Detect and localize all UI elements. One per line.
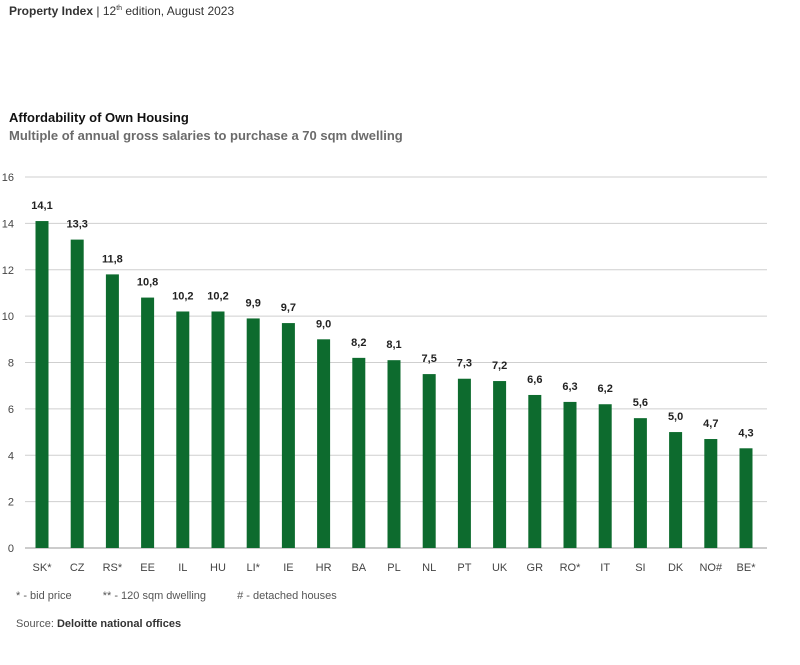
- x-tick-label-14: GR: [527, 562, 544, 574]
- chart-title: Affordability of Own Housing: [9, 110, 189, 125]
- bar-9: [352, 357, 366, 548]
- x-tick-label-20: BE*: [737, 562, 757, 574]
- x-tick-label-17: SI: [635, 562, 645, 574]
- value-label-8: 9,0: [316, 318, 331, 330]
- y-axis: 0 2 4 6 8 10 12 14 16: [2, 172, 14, 555]
- bar-1: [70, 239, 84, 548]
- x-tick-label-7: IE: [283, 562, 293, 574]
- y-tick-label: 4: [8, 450, 14, 462]
- x-tick-label-18: DK: [668, 562, 684, 574]
- bar-0: [35, 221, 49, 548]
- bar-11: [422, 374, 436, 548]
- bar-18: [669, 432, 683, 548]
- y-tick-label: 12: [2, 265, 14, 277]
- value-label-18: 5,0: [668, 411, 683, 423]
- bar-5: [211, 311, 225, 548]
- x-tick-label-4: IL: [178, 562, 187, 574]
- publication-name: Property Index: [9, 4, 94, 18]
- value-label-13: 7,2: [492, 360, 507, 372]
- bars: [35, 221, 753, 548]
- header-separator: |: [96, 4, 100, 18]
- x-tick-label-10: PL: [387, 562, 400, 574]
- x-tick-label-1: CZ: [70, 562, 85, 574]
- bar-4: [176, 311, 190, 548]
- value-label-11: 7,5: [422, 353, 437, 365]
- bar-20: [739, 448, 753, 548]
- value-label-20: 4,3: [738, 427, 753, 439]
- bar-17: [633, 418, 647, 548]
- x-tick-label-2: RS*: [103, 562, 123, 574]
- value-label-3: 10,8: [137, 277, 158, 289]
- edition-suffix: th: [116, 5, 123, 12]
- x-tick-label-3: EE: [140, 562, 155, 574]
- edition-number: 12: [102, 4, 117, 18]
- bar-2: [105, 274, 119, 548]
- x-tick-label-6: LI*: [246, 562, 260, 574]
- value-label-2: 11,8: [102, 253, 123, 265]
- y-tick-label: 16: [2, 172, 14, 184]
- value-label-12: 7,3: [457, 358, 472, 370]
- value-label-5: 10,2: [207, 290, 228, 302]
- value-label-15: 6,3: [562, 381, 577, 393]
- footnote-bid-price: * - bid price: [16, 590, 72, 602]
- source-value: Deloitte national offices: [56, 618, 182, 630]
- chart-subtitle: Multiple of annual gross salaries to pur…: [9, 128, 403, 143]
- bar-6: [246, 318, 260, 548]
- value-label-6: 9,9: [246, 297, 261, 309]
- bar-12: [457, 378, 471, 548]
- value-label-19: 4,7: [703, 418, 718, 430]
- x-tick-label-9: BA: [351, 562, 366, 574]
- footnotes: * - bid price ** - 120 sqm dwelling # - …: [16, 590, 365, 602]
- value-label-17: 5,6: [633, 397, 648, 409]
- x-tick-label-12: PT: [457, 562, 471, 574]
- x-tick-label-16: IT: [600, 562, 610, 574]
- value-label-9: 8,2: [351, 337, 366, 349]
- bar-10: [387, 360, 401, 548]
- value-labels: 14,1 13,3 11,8 10,8 10,2 10,2 9,9 9,7 9,0 8,2 8,1 7…: [31, 200, 753, 439]
- value-label-14: 6,6: [527, 374, 542, 386]
- y-tick-label: 8: [8, 358, 14, 370]
- value-label-4: 10,2: [172, 290, 193, 302]
- bar-3: [141, 297, 155, 548]
- x-tick-label-15: RO*: [560, 562, 582, 574]
- value-label-7: 9,7: [281, 302, 296, 314]
- y-tick-label: 0: [8, 543, 14, 555]
- y-tick-label: 14: [2, 218, 14, 230]
- x-tick-label-0: SK*: [33, 562, 53, 574]
- bar-16: [598, 404, 612, 548]
- value-label-1: 13,3: [66, 219, 87, 231]
- x-axis: SK* CZ RS* EE IL HU LI* IE HR BA PL NL PT UK GR RO* IT SI…: [33, 562, 757, 574]
- value-label-10: 8,1: [386, 339, 401, 351]
- page-header: Property Index | 12th edition, August 20…: [9, 4, 234, 18]
- footnote-detached: # - detached houses: [237, 590, 337, 602]
- x-tick-label-19: NO#: [699, 562, 723, 574]
- bar-13: [493, 381, 507, 548]
- y-tick-label: 10: [2, 311, 14, 323]
- x-tick-label-11: NL: [422, 562, 436, 574]
- value-label-0: 14,1: [31, 200, 52, 212]
- footnote-120sqm: ** - 120 sqm dwelling: [102, 590, 207, 602]
- bar-15: [563, 401, 577, 548]
- source-label: Source:: [16, 618, 54, 630]
- y-tick-label: 2: [8, 497, 14, 509]
- y-tick-label: 6: [8, 404, 14, 416]
- x-tick-label-13: UK: [492, 562, 508, 574]
- bar-8: [317, 339, 331, 548]
- source-note: Source: Deloitte national offices: [16, 618, 181, 630]
- bar-14: [528, 394, 542, 548]
- bar-7: [281, 323, 295, 548]
- edition-text: edition, August 2023: [122, 4, 235, 18]
- x-tick-label-5: HU: [210, 562, 226, 574]
- bar-chart: 0 2 4 6 8 10 12 14 16 14,1 13,3 11,8 10,8 10,2 10,2 9,…: [2, 172, 767, 574]
- x-tick-label-8: HR: [316, 562, 332, 574]
- bar-19: [704, 439, 718, 548]
- value-label-16: 6,2: [598, 383, 613, 395]
